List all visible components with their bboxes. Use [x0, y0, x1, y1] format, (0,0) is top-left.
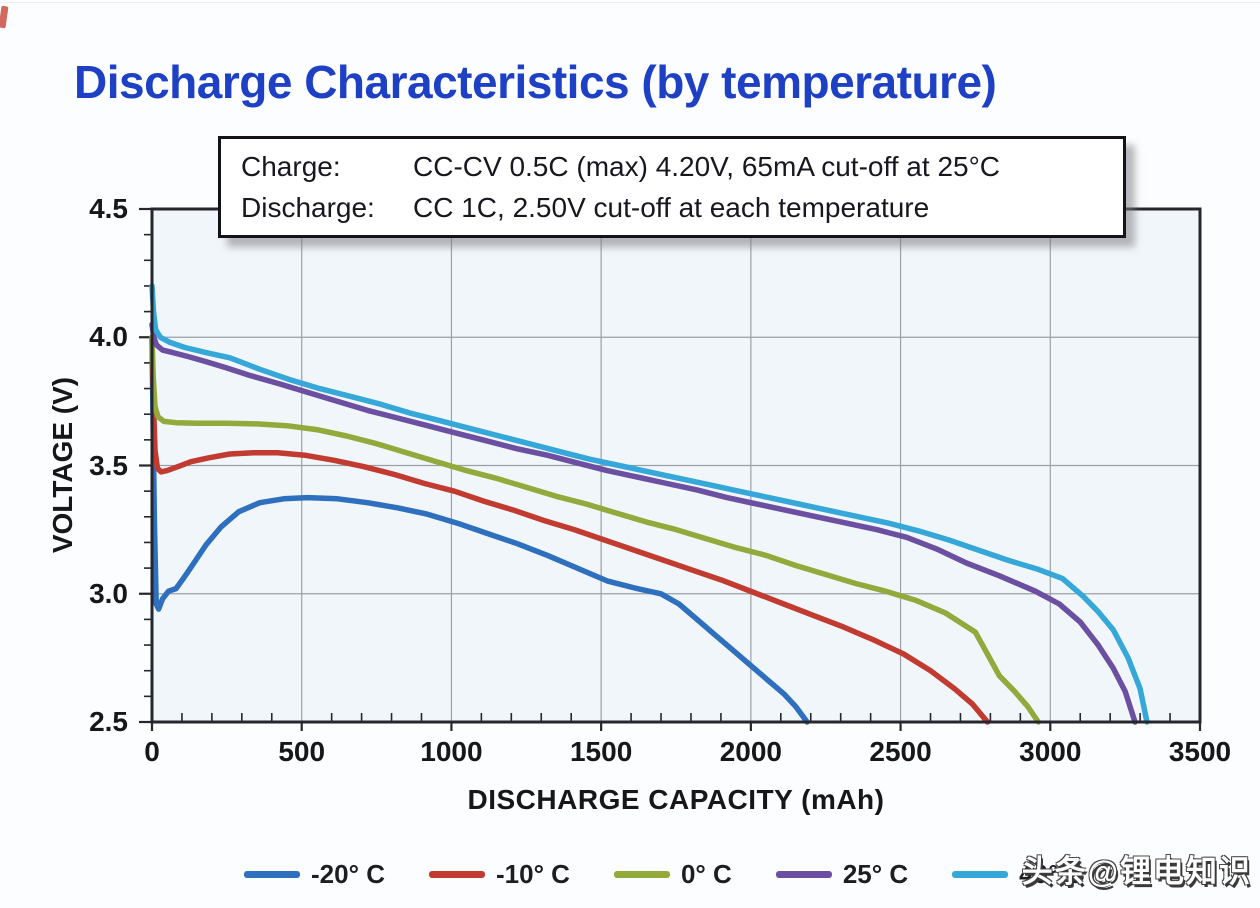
series-curve--10C — [149, 334, 991, 725]
discharge-condition-label: Discharge: — [241, 192, 375, 223]
legend-label: 0° C — [680, 858, 732, 889]
x-tick-label: 2000 — [719, 736, 782, 767]
page-title: Discharge Characteristics (by temperatur… — [74, 55, 997, 108]
series-curve-40C — [149, 283, 1150, 725]
legend-line-swatch — [613, 870, 670, 878]
x-tick-label: 1500 — [569, 736, 633, 767]
legend-item: -20° C — [244, 859, 385, 890]
legend-label: 25° C — [842, 858, 909, 889]
legend-label: -20° C — [311, 858, 385, 889]
corner-red-mark — [0, 5, 9, 29]
x-tick-label: 0 — [144, 736, 160, 767]
series-curve-0C — [149, 334, 1042, 725]
x-tick-label: 500 — [278, 736, 326, 767]
charge-condition-label: Charge: — [241, 151, 341, 182]
x-tick-label: 1000 — [420, 736, 483, 767]
chart-legend: -20° C -10° C 0° C 25° C 40° C — [244, 854, 1084, 894]
legend-item: 25° C — [775, 858, 909, 890]
charge-condition-row: Charge: CC-CV 0.5C (max) 4.20V, 65mA cut… — [241, 146, 1113, 187]
legend-label: -10° C — [495, 858, 570, 889]
y-tick-label: 2.5 — [89, 706, 128, 737]
x-tick-label: 3000 — [1019, 736, 1082, 767]
series-curve-25C — [149, 321, 1138, 725]
y-axis-title: VOLTAGE (V) — [47, 376, 78, 554]
legend-item: 0° C — [613, 858, 732, 890]
discharge-chart-plot — [139, 207, 1202, 731]
legend-line-swatch — [775, 870, 832, 878]
watermark-text: 头条@锂电知识 — [1021, 854, 1252, 889]
legend-line-swatch — [952, 870, 1009, 878]
x-tick-label: 2500 — [869, 736, 932, 767]
y-tick-label: 4.5 — [89, 193, 128, 224]
discharge-condition-value: CC 1C, 2.50V cut-off at each temperature — [413, 192, 930, 223]
discharge-condition-row: Discharge: CC 1C, 2.50V cut-off at each … — [241, 187, 1113, 228]
slide-edge-line — [0, 2, 1260, 3]
legend-item: -10° C — [428, 858, 570, 890]
x-axis-title: DISCHARGE CAPACITY (mAh) — [467, 784, 885, 815]
y-tick-label: 4.0 — [89, 321, 128, 353]
x-tick-label: 3500 — [1168, 736, 1232, 767]
legend-item: 40° C — [952, 859, 1084, 890]
test-conditions-box: Charge: CC-CV 0.5C (max) 4.20V, 65mA cut… — [218, 136, 1126, 238]
legend-label: 40° C — [1019, 858, 1085, 889]
series-curve--20C — [149, 334, 810, 725]
legend-line-swatch — [428, 870, 485, 878]
charge-condition-value: CC-CV 0.5C (max) 4.20V, 65mA cut-off at … — [413, 151, 1001, 182]
legend-line-swatch — [244, 870, 300, 878]
y-tick-label: 3.5 — [89, 449, 128, 481]
y-tick-label: 3.0 — [89, 577, 128, 609]
